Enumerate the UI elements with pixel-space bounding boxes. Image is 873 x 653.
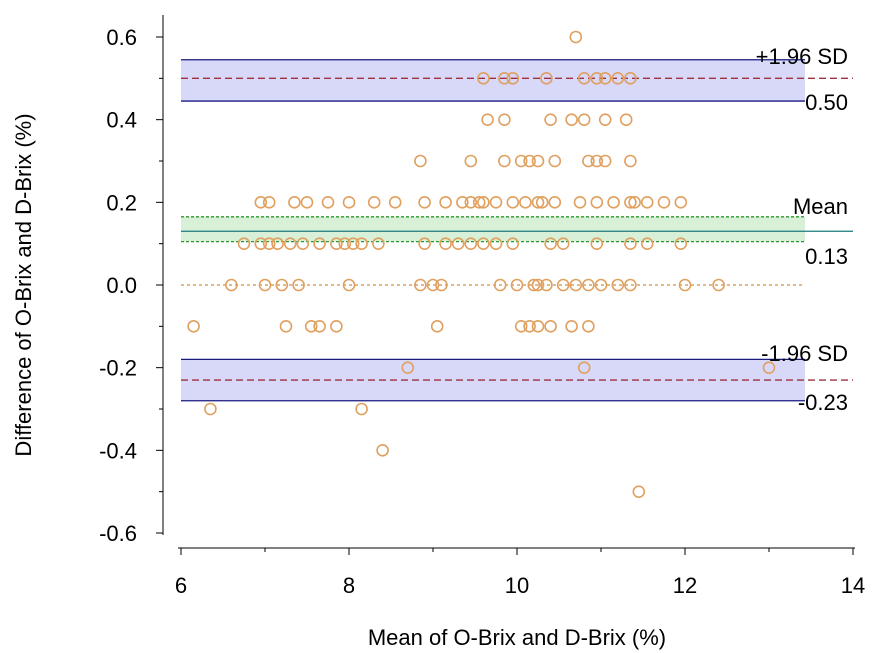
data-point	[566, 114, 577, 125]
data-point	[507, 197, 518, 208]
data-point	[482, 114, 493, 125]
data-point	[659, 197, 670, 208]
data-point	[600, 156, 611, 167]
data-point	[491, 197, 502, 208]
x-tick-label: 10	[505, 573, 529, 598]
data-point	[390, 197, 401, 208]
data-point	[188, 321, 199, 332]
axes: 0.6 0.4 0.2 0.0 -0.2 -0.4 -0.6 6 8 10 12 14	[99, 15, 865, 598]
mean-ci-band	[181, 217, 805, 242]
data-point	[675, 197, 686, 208]
data-point	[314, 321, 325, 332]
data-point	[499, 114, 510, 125]
y-axis-title: Difference of O-Brix and D-Brix (%)	[11, 113, 36, 456]
data-point	[520, 197, 531, 208]
x-tick-label: 14	[841, 573, 865, 598]
data-point	[289, 197, 300, 208]
data-point	[377, 445, 388, 456]
upper-loa-ci-band	[181, 60, 805, 101]
lower-loa-value: -0.23	[798, 390, 848, 415]
data-point	[583, 321, 594, 332]
data-point	[356, 404, 367, 415]
data-point	[608, 197, 619, 208]
data-point	[533, 321, 544, 332]
data-point	[549, 156, 560, 167]
y-tick-label: 0.4	[106, 108, 137, 133]
data-point	[281, 321, 292, 332]
data-point	[566, 321, 577, 332]
data-point	[369, 197, 380, 208]
lower-loa-label: -1.96 SD	[761, 341, 848, 366]
y-tick-label: -0.6	[99, 521, 137, 546]
y-tick-label: -0.4	[99, 438, 137, 463]
data-point	[600, 114, 611, 125]
data-point	[621, 114, 632, 125]
x-tick-label: 8	[343, 573, 355, 598]
data-point	[264, 197, 275, 208]
x-axis-title: Mean of O-Brix and D-Brix (%)	[368, 625, 666, 650]
y-tick-label: 0.0	[106, 273, 137, 298]
y-tick-label: -0.2	[99, 356, 137, 381]
data-point	[533, 156, 544, 167]
y-tick-label: 0.6	[106, 25, 137, 50]
data-point	[419, 197, 430, 208]
data-point	[344, 197, 355, 208]
upper-loa-value: 0.50	[805, 90, 848, 115]
data-point	[205, 404, 216, 415]
data-point	[591, 197, 602, 208]
data-point	[579, 114, 590, 125]
data-point	[570, 32, 581, 43]
data-point	[633, 486, 644, 497]
data-point	[415, 156, 426, 167]
data-point	[575, 197, 586, 208]
data-point	[545, 114, 556, 125]
data-point	[545, 321, 556, 332]
data-point	[302, 197, 313, 208]
mean-value: 0.13	[805, 244, 848, 269]
data-point	[549, 197, 560, 208]
data-point	[642, 197, 653, 208]
data-point	[625, 156, 636, 167]
y-tick-label: 0.2	[106, 190, 137, 215]
x-tick-label: 12	[673, 573, 697, 598]
data-point	[331, 321, 342, 332]
x-tick-label: 6	[175, 573, 187, 598]
data-point	[499, 156, 510, 167]
mean-label: Mean	[793, 194, 848, 219]
data-point	[323, 197, 334, 208]
data-point	[465, 156, 476, 167]
upper-loa-label: +1.96 SD	[756, 44, 848, 69]
data-point	[440, 197, 451, 208]
data-point	[432, 321, 443, 332]
reference-bands	[181, 60, 805, 401]
